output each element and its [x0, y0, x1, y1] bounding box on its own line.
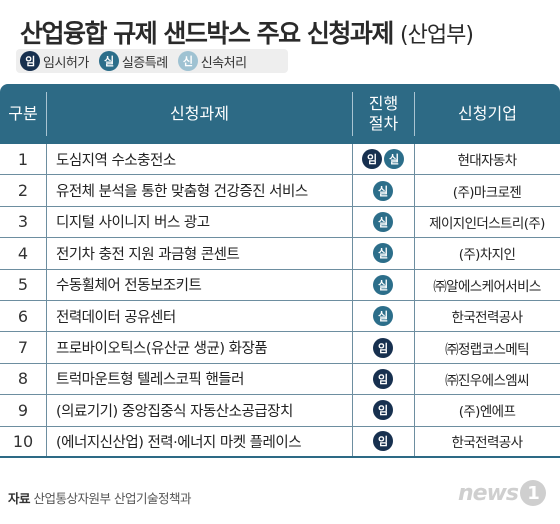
header-task: 신청과제 [170, 104, 229, 123]
legend-label: 임시허가 [43, 55, 89, 71]
row-number: 1 [17, 149, 29, 169]
temporary-permit-badge: 임 [373, 400, 393, 421]
demonstration-badge: 실 [373, 211, 393, 232]
row-company: ㈜알에스케어서비스 [433, 278, 541, 295]
sandbox-table: 구분 신청과제 진행 절차 신청기업 1 도심지역 수소충전소 임 실 현대자동차 2 유전… [0, 84, 560, 458]
row-task: 트럭마운트형 텔레스코픽 핸들러 [56, 372, 244, 389]
row-company: (주)엔에프 [458, 404, 516, 421]
row-task: 프로바이오틱스(유산균 생균) 화장품 [56, 341, 268, 358]
row-task: 전력데이터 공유센터 [56, 309, 176, 326]
legend-label: 실증특례 [121, 55, 168, 71]
demonstration-badge: 실 [373, 274, 393, 295]
row-task: 전기차 충전 지원 과금형 콘센트 [56, 246, 240, 263]
temporary-permit-badge: 임 [373, 431, 393, 452]
table-row: 3 디지털 사이니지 버스 광고 실 제이지인더스트리(주) [0, 207, 560, 239]
fast-track-badge: 신 [177, 51, 198, 71]
table-row: 7 프로바이오틱스(유산균 생균) 화장품 임 ㈜정랩코스메틱 [0, 332, 560, 364]
row-task: 디지털 사이니지 버스 광고 [56, 215, 210, 232]
temporary-permit-badge: 임 [373, 368, 393, 389]
table-row: 4 전기차 충전 지원 과금형 콘센트 실 (주)차지인 [0, 238, 560, 270]
title-main: 산업융합 규제 샌드박스 주요 신청과제 [20, 19, 394, 48]
row-procedure: 실 [352, 175, 414, 205]
row-task: (의료기기) 중앙집중식 자동산소공급장치 [56, 403, 293, 420]
temporary-permit-badge: 임 [20, 51, 40, 71]
row-company: ㈜진우에스엠씨 [445, 372, 529, 389]
temporary-permit-badge: 임 [373, 337, 393, 358]
table-header: 구분 신청과제 진행 절차 신청기업 [0, 84, 560, 144]
demonstration-badge: 실 [373, 243, 393, 264]
demonstration-badge: 실 [373, 306, 393, 327]
title-sub: (산업부) [400, 23, 474, 48]
source-text: 산업통상자원부 산업기술정책과 [33, 491, 192, 506]
page-title: 산업융합 규제 샌드박스 주요 신청과제 (산업부) [20, 14, 474, 50]
column-divider [352, 144, 353, 458]
table-row: 6 전력데이터 공유센터 실 한국전력공사 [0, 301, 560, 333]
header-divider [352, 92, 353, 136]
table-body: 1 도심지역 수소충전소 임 실 현대자동차 2 유전체 분석을 통한 맞춤형 건강증진 서… [0, 144, 560, 458]
legend-item: 임 임시허가 [20, 51, 89, 71]
table-row: 9 (의료기기) 중앙집중식 자동산소공급장치 임 (주)엔에프 [0, 395, 560, 427]
row-procedure: 실 [352, 207, 414, 237]
demonstration-badge: 실 [98, 51, 119, 71]
row-procedure: 실 [352, 238, 414, 268]
demonstration-badge: 실 [373, 180, 393, 201]
row-number: 9 [17, 400, 29, 420]
row-number: 5 [17, 275, 29, 295]
header-type: 진행 절차 [353, 84, 414, 144]
row-procedure: 실 [352, 301, 414, 331]
row-task: 도심지역 수소충전소 [56, 152, 176, 169]
logo-number: 1 [520, 480, 546, 506]
table-row: 1 도심지역 수소충전소 임 실 현대자동차 [0, 144, 560, 176]
row-number: 2 [17, 181, 29, 201]
row-procedure: 임 [352, 332, 414, 362]
row-number: 3 [17, 212, 29, 232]
row-number: 4 [17, 243, 29, 263]
column-divider [46, 144, 47, 458]
legend: 임 임시허가 실 실증특례 신 신속처리 [16, 49, 288, 73]
row-number: 7 [17, 338, 29, 358]
table-row: 2 유전체 분석을 통한 맞춤형 건강증진 서비스 실 (주)마크로젠 [0, 175, 560, 207]
table-row: 5 수동휠체어 전동보조키트 실 ㈜알에스케어서비스 [0, 270, 560, 301]
row-task: 수동휠체어 전동보조키트 [56, 278, 202, 295]
demonstration-badge: 실 [384, 149, 404, 170]
row-number: 10 [12, 431, 34, 451]
row-company: 한국전력공사 [451, 435, 524, 452]
legend-label: 신속처리 [200, 55, 247, 71]
row-procedure: 임 [352, 427, 414, 456]
row-task: (에너지신산업) 전력·에너지 마켓 플레이스 [56, 434, 302, 451]
logo-text: news [457, 480, 519, 506]
row-company: ㈜정랩코스메틱 [445, 341, 529, 358]
row-procedure: 임 [352, 395, 414, 425]
header-company: 신청기업 [458, 104, 517, 123]
legend-item: 실 실증특례 [98, 51, 168, 71]
news1-logo: news 1 [458, 480, 546, 506]
source-note: 자료 산업통상자원부 산업기술정책과 [8, 488, 191, 507]
table-row: 8 트럭마운트형 텔레스코픽 핸들러 임 ㈜진우에스엠씨 [0, 364, 560, 396]
row-procedure: 실 [352, 270, 414, 300]
row-company: 한국전력공사 [451, 310, 524, 327]
row-company: 제이지인더스트리(주) [429, 215, 545, 232]
row-company: 현대자동차 [457, 153, 517, 170]
header-num: 구분 [8, 104, 38, 123]
legend-item: 신 신속처리 [177, 51, 247, 71]
row-procedure: 임 [352, 364, 414, 394]
row-task: 유전체 분석을 통한 맞춤형 건강증진 서비스 [56, 184, 308, 201]
row-company: (주)차지인 [458, 247, 516, 264]
row-number: 8 [17, 369, 29, 389]
header-divider [414, 92, 415, 136]
header-type-line2: 절차 [368, 114, 399, 133]
column-divider [414, 144, 415, 458]
source-label: 자료 [8, 491, 31, 506]
temporary-permit-badge: 임 [362, 149, 382, 170]
header-divider [46, 92, 47, 136]
row-number: 6 [17, 306, 29, 326]
row-company: (주)마크로젠 [452, 184, 522, 201]
table-row: 10 (에너지신산업) 전력·에너지 마켓 플레이스 임 한국전력공사 [0, 427, 560, 458]
header-type-line1: 진행 [368, 94, 399, 113]
